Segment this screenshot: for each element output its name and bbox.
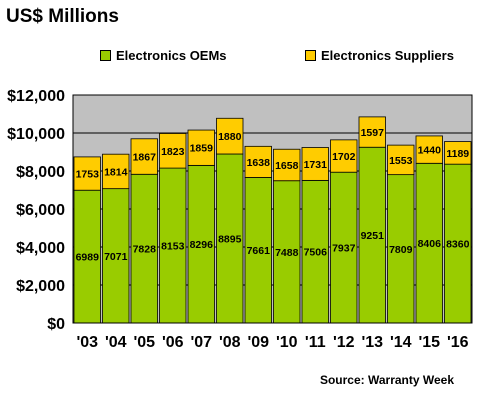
bar-segment-oems	[444, 163, 472, 324]
data-label-oems: 8360	[446, 239, 470, 251]
bar-segment-suppliers	[358, 116, 386, 148]
data-label-suppliers: 1731	[304, 159, 328, 171]
data-label-oems: 7828	[133, 244, 157, 256]
x-tick-label: '09	[247, 334, 269, 351]
x-tick-label: '13	[361, 334, 383, 351]
data-label-suppliers: 1702	[332, 151, 356, 163]
x-tick-label: '12	[333, 334, 355, 351]
data-label-oems: 7661	[247, 245, 271, 257]
y-tick-label: $2,000	[16, 278, 65, 295]
legend: Electronics OEMs Electronics Suppliers	[0, 48, 480, 68]
data-label-oems: 7071	[104, 251, 128, 263]
y-tick-label: $4,000	[16, 240, 65, 257]
data-label-oems: 8406	[418, 238, 442, 250]
data-label-suppliers: 1553	[389, 155, 413, 167]
bar-segment-suppliers	[387, 144, 415, 176]
bar-segment-oems	[73, 189, 101, 324]
bar-segment-suppliers	[187, 129, 215, 166]
bar-segment-oems	[102, 188, 130, 324]
legend-swatch-suppliers	[305, 50, 316, 61]
bar-segment-suppliers	[130, 138, 158, 175]
bar-segment-suppliers	[102, 153, 130, 190]
legend-item-oems: Electronics OEMs	[100, 48, 227, 63]
bar-segment-suppliers	[216, 117, 244, 155]
data-label-suppliers: 1597	[361, 127, 385, 139]
legend-item-suppliers: Electronics Suppliers	[305, 48, 454, 63]
y-tick-label: $12,000	[7, 88, 65, 105]
bar-segment-suppliers	[159, 133, 187, 169]
data-label-oems: 8153	[161, 241, 185, 253]
x-tick-label: '08	[219, 334, 241, 351]
bar-segment-suppliers	[301, 147, 329, 181]
y-tick-label: $6,000	[16, 202, 65, 219]
data-label-suppliers: 1189	[446, 148, 469, 160]
bar-segment-oems	[159, 167, 187, 324]
x-tick-label: '15	[418, 334, 440, 351]
data-label-suppliers: 1823	[161, 146, 185, 158]
y-tick-label: $8,000	[16, 164, 65, 181]
bar-segment-suppliers	[330, 139, 358, 173]
data-label-oems: 7937	[332, 243, 356, 255]
x-tick-label: '06	[162, 334, 184, 351]
x-tick-label: '14	[390, 334, 412, 351]
x-tick-label: '05	[133, 334, 155, 351]
data-label-oems: 8895	[218, 233, 242, 245]
bar-segment-oems	[273, 180, 301, 324]
data-label-oems: 7506	[304, 247, 328, 259]
legend-swatch-oems	[100, 50, 111, 61]
x-tick-label: '10	[276, 334, 298, 351]
y-tick-label: $0	[47, 316, 65, 333]
x-tick-label: '11	[305, 334, 326, 351]
legend-label-suppliers: Electronics Suppliers	[321, 48, 454, 63]
data-label-suppliers: 1753	[76, 169, 100, 181]
bar-segment-oems	[216, 153, 244, 324]
y-tick-label: $10,000	[7, 126, 65, 143]
x-tick-label: '03	[76, 334, 98, 351]
x-tick-label: '04	[105, 334, 127, 351]
bar-segment-oems	[130, 173, 158, 324]
data-label-oems: 9251	[361, 230, 385, 242]
bar-segment-oems	[187, 164, 215, 324]
x-tick-label: '16	[447, 334, 469, 351]
data-label-suppliers: 1867	[133, 152, 157, 164]
data-label-suppliers: 1658	[275, 160, 299, 172]
data-label-oems: 6989	[76, 252, 100, 264]
source-note: Source: Warranty Week	[319, 373, 454, 387]
data-label-suppliers: 1638	[247, 157, 271, 169]
data-label-oems: 7488	[275, 247, 299, 259]
bar-segment-suppliers	[444, 141, 472, 165]
legend-label-oems: Electronics OEMs	[116, 48, 227, 63]
data-label-suppliers: 1440	[418, 145, 442, 157]
x-tick-label: '07	[190, 334, 212, 351]
data-label-suppliers: 1880	[218, 131, 242, 143]
bar-segment-oems	[387, 174, 415, 324]
bar-segment-suppliers	[415, 135, 443, 164]
data-label-oems: 7809	[389, 244, 413, 256]
data-label-oems: 8296	[190, 239, 214, 251]
page-title: US$ Millions	[6, 6, 119, 27]
plot-border	[72, 94, 473, 324]
data-label-suppliers: 1814	[104, 166, 128, 178]
bar-segment-suppliers	[244, 145, 272, 178]
bar-segment-suppliers	[73, 156, 101, 191]
bar-segment-oems	[415, 162, 443, 324]
bar-segment-suppliers	[273, 148, 301, 182]
data-label-suppliers: 1859	[190, 143, 214, 155]
